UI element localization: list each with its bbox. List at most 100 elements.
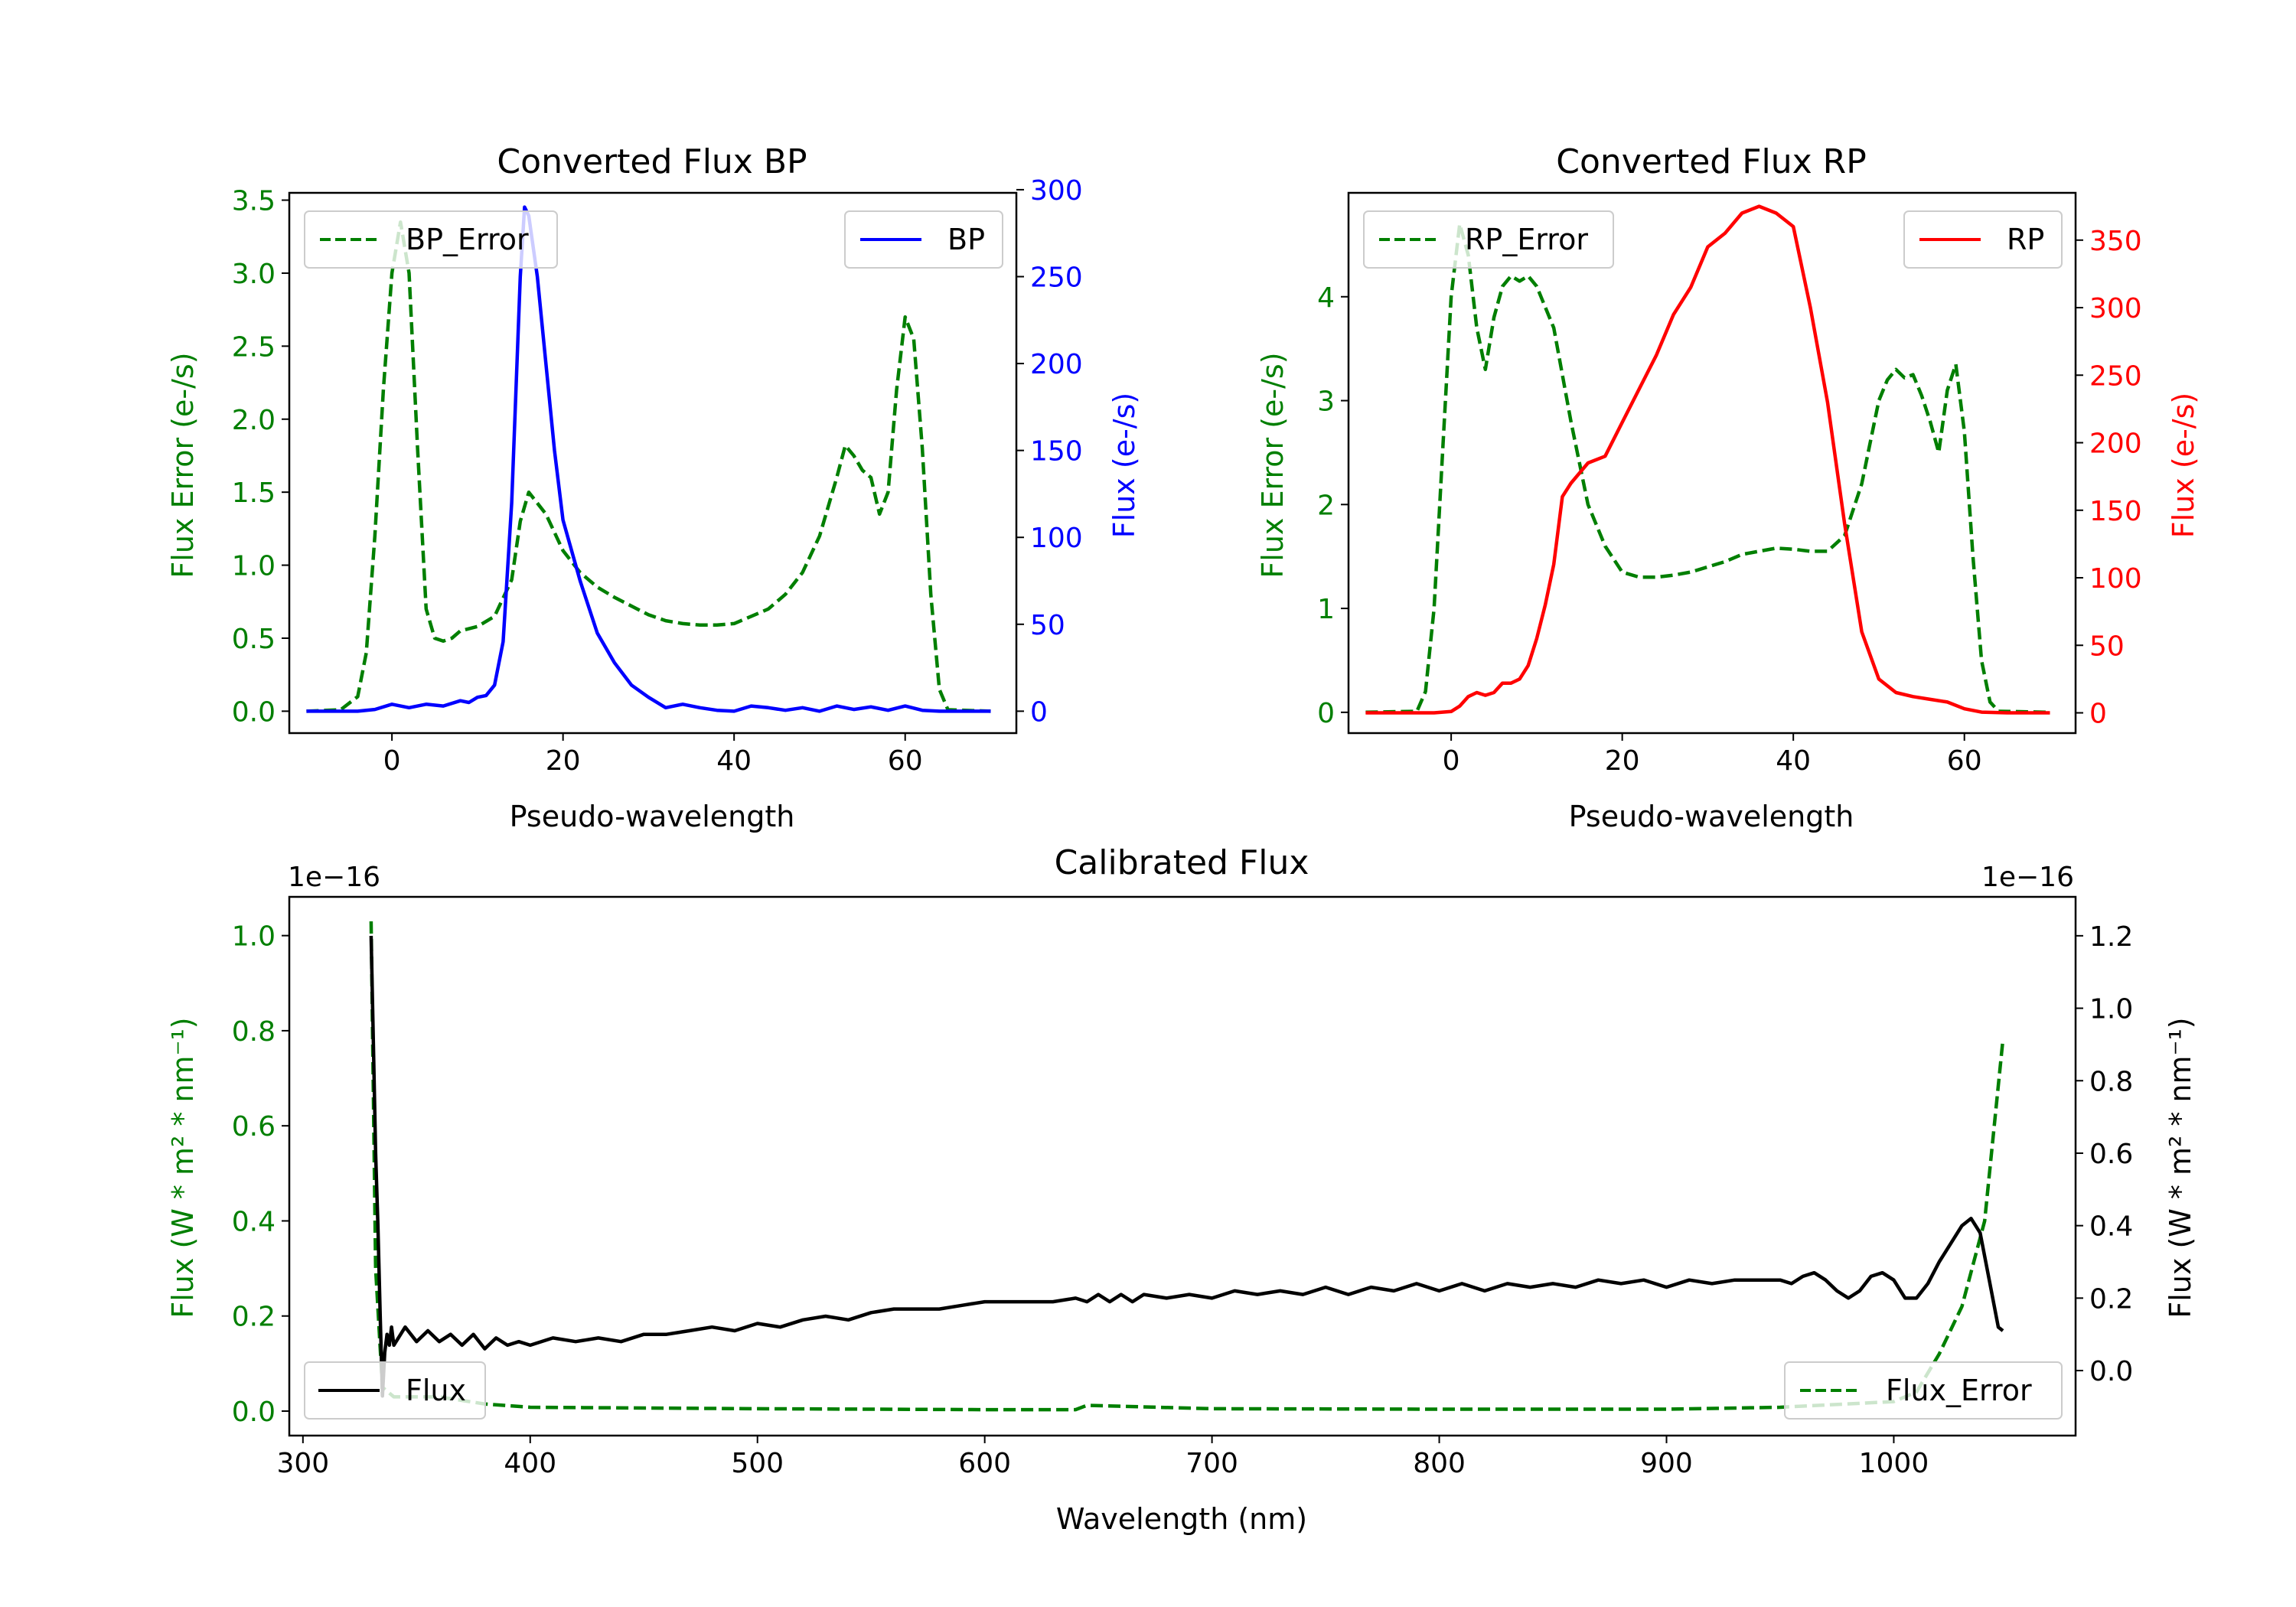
left-tick-label-rp: 2 <box>1317 490 1335 521</box>
legend-bp: BP <box>844 210 1003 269</box>
x-tick-label-rp: 0 <box>1443 745 1460 777</box>
right-axis-label-rp: Flux (e-/s) <box>2167 393 2200 538</box>
left-tick-label-rp: 1 <box>1317 594 1335 625</box>
x-tick-label-rp: 20 <box>1605 745 1640 777</box>
legend-bp-error: BP_Error <box>304 210 558 269</box>
right-tick-label-rp: 200 <box>2089 429 2142 460</box>
left-tick-label-calibrated: 1.0 <box>232 921 276 953</box>
legend-box-bp <box>844 210 1003 269</box>
right-offset-label-calibrated: 1e−16 <box>1981 862 2074 893</box>
right-axis-label-calibrated: Flux (W * m² * nm⁻¹) <box>2164 1017 2197 1318</box>
panel-rp: Converted Flux RP Pseudo-wavelength Flux… <box>1256 142 2200 833</box>
panel-calibrated: Calibrated Flux Wavelength (nm) Flux (W … <box>166 843 2197 1536</box>
x-axis-label-calibrated: Wavelength (nm) <box>1056 1502 1307 1536</box>
x-axis-label-bp: Pseudo-wavelength <box>510 800 795 833</box>
left-axis-label-bp: Flux Error (e-/s) <box>166 352 200 578</box>
left-tick-label-calibrated: 0.2 <box>232 1302 276 1333</box>
right-tick-label-calibrated: 0.8 <box>2089 1066 2133 1097</box>
axes-frame-bp <box>288 191 1018 735</box>
right-tick-label-rp: 250 <box>2089 360 2142 392</box>
legend-box-flux <box>304 1361 486 1420</box>
right-tick-label-bp: 250 <box>1030 262 1083 293</box>
legend-flux: Flux <box>304 1361 486 1420</box>
left-tick-label-calibrated: 0.8 <box>232 1016 276 1048</box>
left-tick-label-bp: 1.5 <box>232 478 276 509</box>
legend-label-flux-error: Flux_Error <box>1886 1374 2032 1407</box>
legend-rp-error: RP_Error <box>1363 210 1614 269</box>
x-tick-label-calibrated: 500 <box>731 1448 784 1479</box>
left-axis-label-calibrated: Flux (W * m² * nm⁻¹) <box>166 1017 200 1318</box>
x-tick-label-calibrated: 400 <box>504 1448 556 1479</box>
plot-area-bp: 0 20 40 60 0.0 0.5 1.0 1.5 2.0 2.5 3.0 3.5 0 50 100 150… <box>232 175 1083 777</box>
axes-frame-calibrated <box>288 895 2077 1437</box>
left-tick-label-calibrated: 0.6 <box>232 1111 276 1143</box>
right-tick-label-rp: 100 <box>2089 563 2142 595</box>
panel-bp: Converted Flux BP Pseudo-wavelength Flux… <box>166 142 1141 833</box>
right-tick-label-bp: 150 <box>1030 436 1083 468</box>
x-tick-label-bp: 0 <box>383 745 401 777</box>
series-line-flux-calibrated <box>369 935 2004 1398</box>
legend-box-rp <box>1903 210 2063 269</box>
right-tick-label-calibrated: 0.2 <box>2089 1283 2133 1315</box>
left-tick-label-bp: 1.0 <box>232 551 276 582</box>
x-tick-label-bp: 40 <box>716 745 752 777</box>
right-tick-label-calibrated: 1.2 <box>2089 921 2133 953</box>
chart-title-bp: Converted Flux BP <box>497 142 807 181</box>
right-tick-label-rp: 50 <box>2089 631 2125 662</box>
left-tick-label-bp: 2.5 <box>232 331 276 363</box>
x-tick-label-calibrated: 600 <box>958 1448 1011 1479</box>
right-axis-label-bp: Flux (e-/s) <box>1107 393 1141 538</box>
left-tick-label-bp: 0.5 <box>232 624 276 655</box>
series-line-bp-error-bp <box>306 220 991 713</box>
x-tick-label-rp: 40 <box>1776 745 1811 777</box>
left-tick-label-rp: 4 <box>1317 282 1335 314</box>
series-line-rp-error-rp <box>1365 222 2050 715</box>
x-tick-label-bp: 60 <box>888 745 923 777</box>
x-axis-label-rp: Pseudo-wavelength <box>1569 800 1854 833</box>
left-tick-label-calibrated: 0.0 <box>232 1397 276 1428</box>
series-line-rp-rp <box>1365 204 2050 715</box>
left-axis-label-rp: Flux Error (e-/s) <box>1256 352 1290 578</box>
right-tick-label-bp: 200 <box>1030 349 1083 380</box>
right-tick-label-bp: 300 <box>1030 175 1083 207</box>
x-tick-label-calibrated: 1000 <box>1859 1448 1929 1479</box>
legend-label-rp: RP <box>2007 223 2044 256</box>
legend-label-bp: BP <box>947 223 985 256</box>
chart-title-rp: Converted Flux RP <box>1556 142 1867 181</box>
right-tick-label-rp: 350 <box>2089 226 2142 257</box>
legend-box-rp-error <box>1363 210 1614 269</box>
x-tick-label-calibrated: 300 <box>276 1448 329 1479</box>
left-tick-label-bp: 3.5 <box>232 186 276 217</box>
right-tick-label-bp: 100 <box>1030 523 1083 554</box>
right-tick-label-calibrated: 0.0 <box>2089 1356 2133 1387</box>
plot-area-calibrated: 300 400 500 600 700 800 900 1000 0.0 0.2 0.4 0.6 0.8… <box>232 895 2133 1479</box>
left-tick-label-bp: 0.0 <box>232 696 276 728</box>
series-line-bp-bp <box>306 205 991 713</box>
left-tick-label-rp: 0 <box>1317 698 1335 729</box>
legend-rp: RP <box>1903 210 2063 269</box>
right-tick-label-calibrated: 1.0 <box>2089 994 2133 1025</box>
right-tick-label-bp: 50 <box>1030 610 1065 641</box>
right-tick-label-calibrated: 0.6 <box>2089 1139 2133 1170</box>
right-tick-label-rp: 300 <box>2089 293 2142 324</box>
left-offset-label-calibrated: 1e−16 <box>288 862 380 893</box>
legend-box-flux-error <box>1784 1361 2063 1420</box>
left-tick-label-bp: 3.0 <box>232 259 276 290</box>
left-tick-label-rp: 3 <box>1317 386 1335 418</box>
left-tick-label-bp: 2.0 <box>232 405 276 436</box>
legend-label-rp-error: RP_Error <box>1465 223 1588 256</box>
left-tick-label-calibrated: 0.4 <box>232 1206 276 1237</box>
legend-label-flux: Flux <box>406 1374 466 1407</box>
x-tick-label-calibrated: 900 <box>1640 1448 1693 1479</box>
x-tick-label-calibrated: 700 <box>1186 1448 1238 1479</box>
legend-box-bp-error <box>304 210 558 269</box>
legend-label-bp-error: BP_Error <box>406 223 529 256</box>
chart-title-calibrated: Calibrated Flux <box>1055 843 1309 882</box>
right-tick-label-rp: 0 <box>2089 699 2107 730</box>
x-tick-label-bp: 20 <box>546 745 581 777</box>
axes-frame-rp <box>1347 191 2077 735</box>
right-tick-label-rp: 150 <box>2089 496 2142 527</box>
x-tick-label-calibrated: 800 <box>1413 1448 1466 1479</box>
